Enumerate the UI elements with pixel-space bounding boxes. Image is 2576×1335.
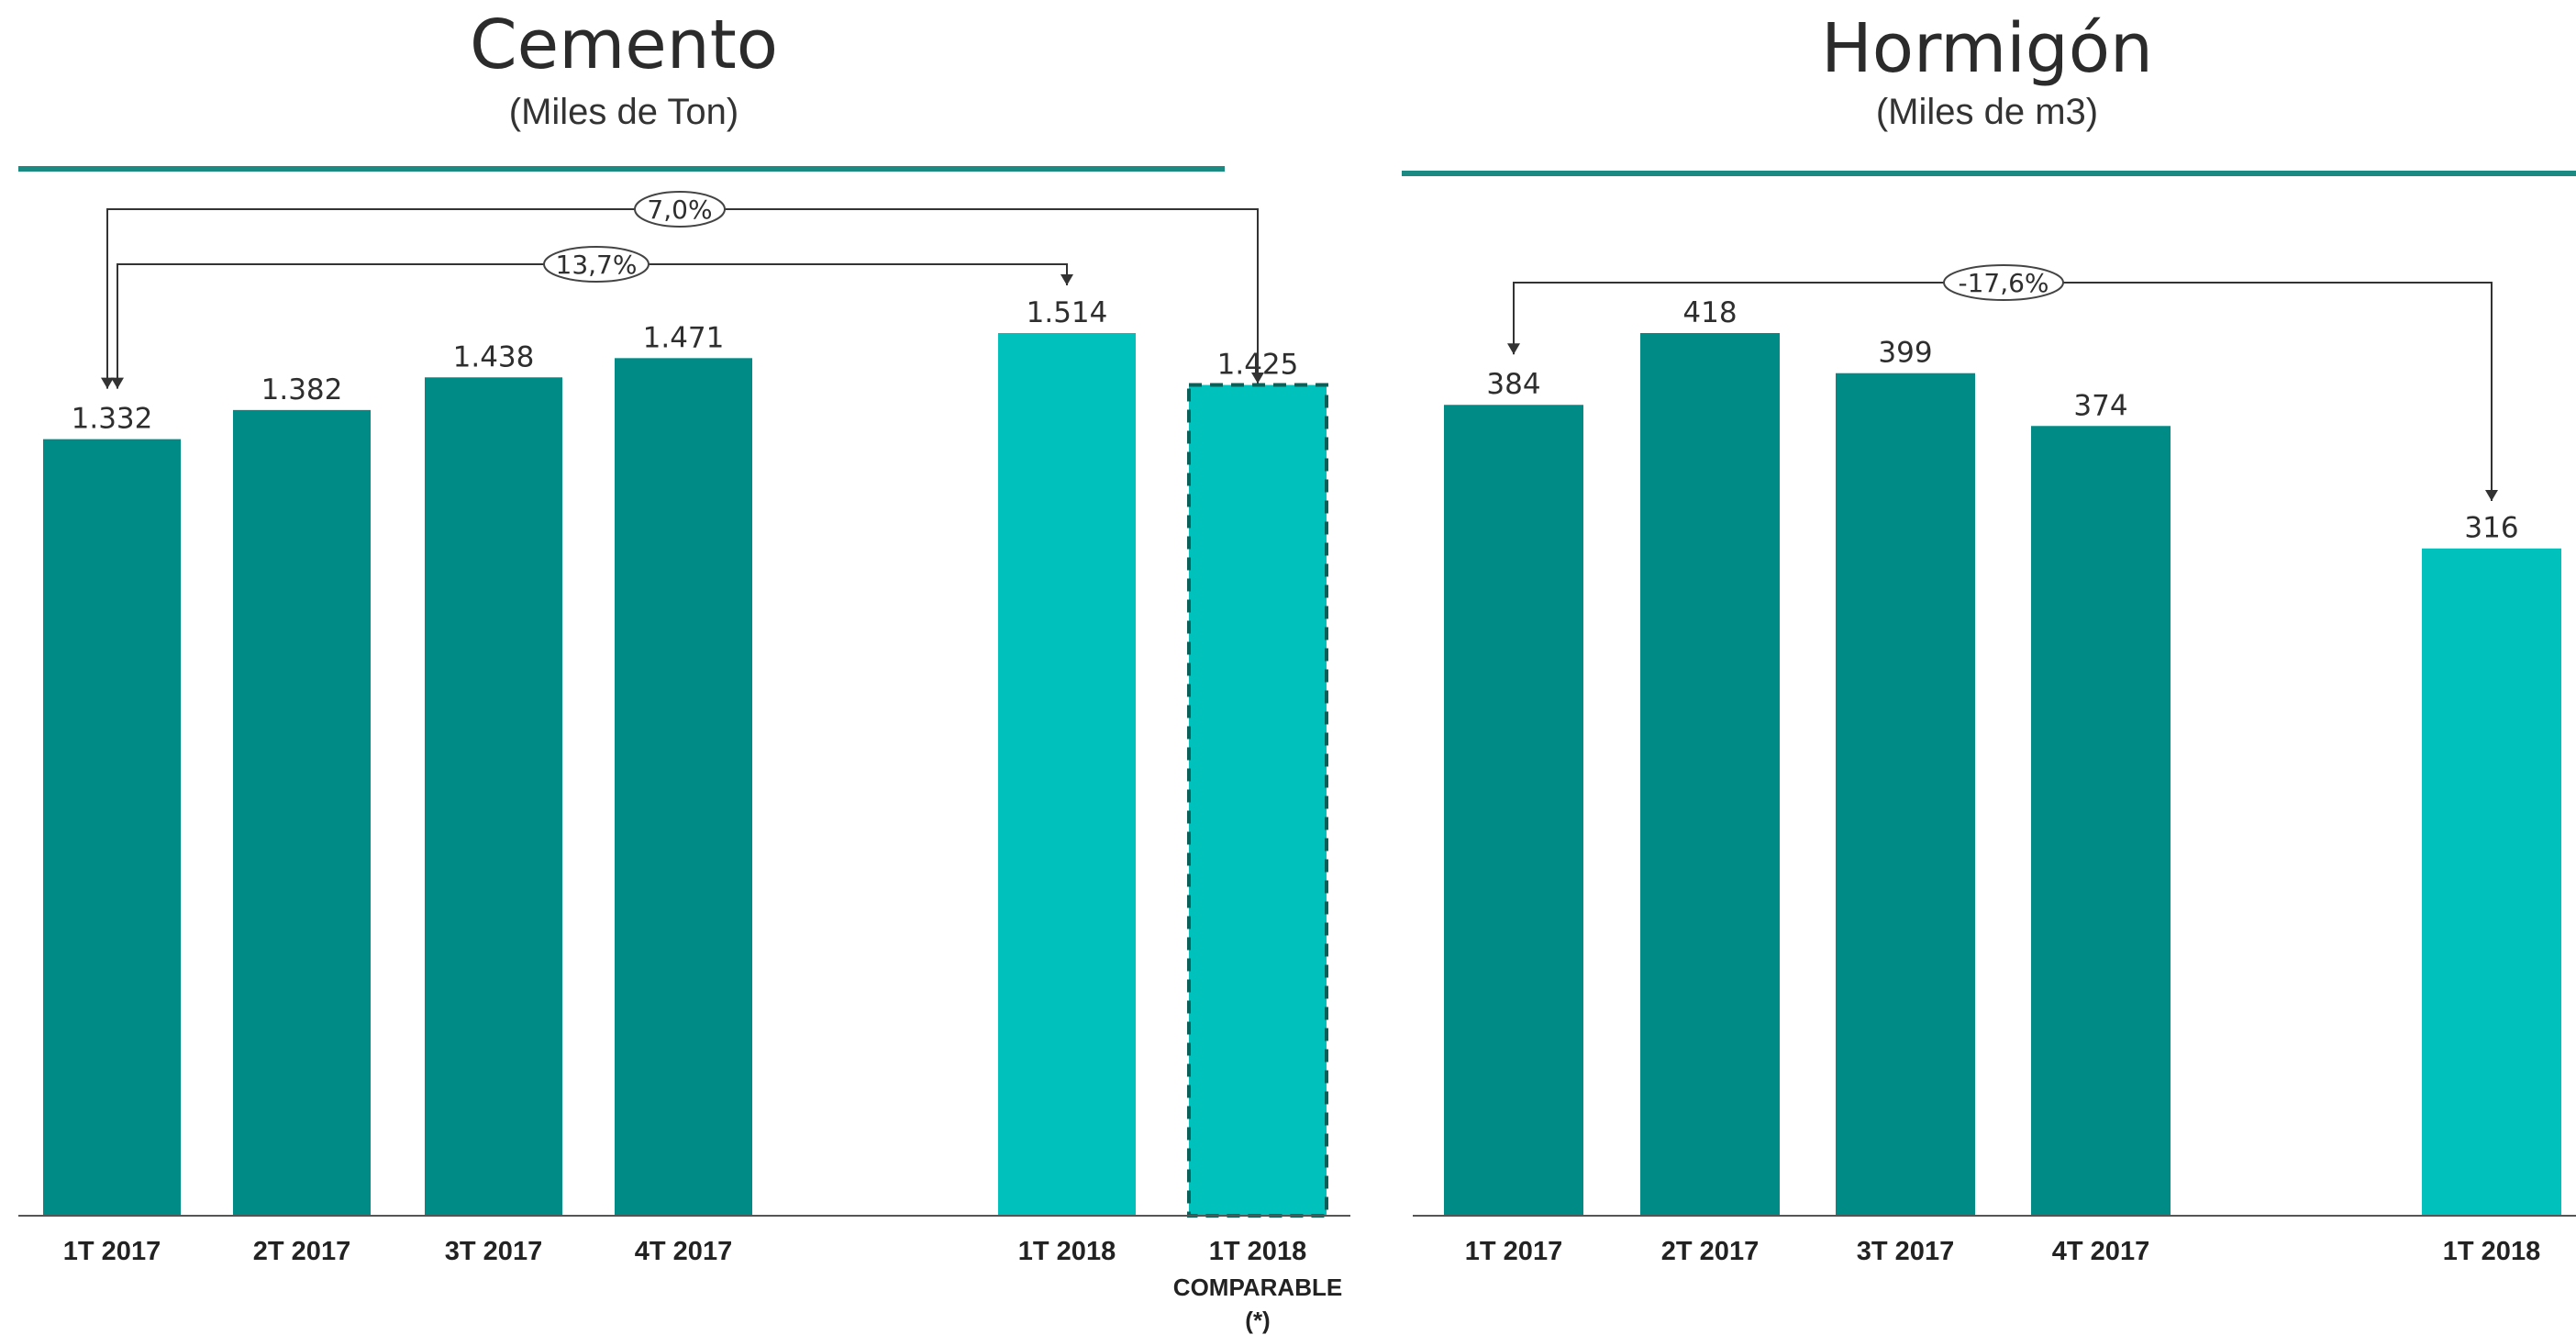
cemento-growth-pill xyxy=(634,191,726,228)
cemento-title-rule xyxy=(18,166,1225,172)
cemento-tick-label: 1T 2018 xyxy=(1018,1237,1116,1266)
cemento-bar-value-label: 1.382 xyxy=(261,373,343,406)
cemento-growth-label: 7,0% xyxy=(647,195,712,225)
cemento-subtitle: (Miles de Ton) xyxy=(508,92,739,132)
hormigon-bar-value-label: 374 xyxy=(2073,389,2127,422)
cemento-bar xyxy=(998,333,1136,1216)
hormigon-tick-label: 3T 2017 xyxy=(1857,1237,1954,1266)
cemento-tick-note: COMPARABLE xyxy=(1173,1274,1342,1301)
cemento-bar-value-label: 1.438 xyxy=(453,340,535,373)
hormigon-tick-label: 2T 2017 xyxy=(1661,1237,1759,1266)
cemento-tick-label: 2T 2017 xyxy=(253,1237,350,1266)
cemento-bar xyxy=(615,358,752,1216)
hormigon-bar-value-label: 384 xyxy=(1486,368,1540,401)
hormigon-bar xyxy=(1640,333,1780,1216)
hormigon-bar xyxy=(2031,426,2171,1216)
cemento-tick-label: 1T 2018 xyxy=(1209,1237,1306,1266)
cemento-title: Cemento xyxy=(470,6,778,84)
cemento-bar-value-label: 1.514 xyxy=(1027,296,1108,329)
hormigon-bar xyxy=(2422,548,2561,1216)
cemento-tick-label: 1T 2017 xyxy=(63,1237,161,1266)
hormigon-bar-value-label: 418 xyxy=(1682,296,1737,329)
hormigon-bar-value-label: 316 xyxy=(2464,512,2518,545)
cemento-tick-label: 3T 2017 xyxy=(445,1237,542,1266)
cemento-growth-label: 13,7% xyxy=(556,250,638,280)
cemento-bar xyxy=(233,409,371,1216)
cemento-bar xyxy=(43,439,181,1217)
cemento-arrowhead xyxy=(101,377,114,389)
cemento-growth-pill xyxy=(543,246,650,283)
hormigon-tick-label: 1T 2017 xyxy=(1465,1237,1562,1266)
hormigon-bar xyxy=(1444,405,1583,1217)
hormigon-bar xyxy=(1836,373,1975,1216)
cemento-arrowhead xyxy=(1251,373,1264,384)
hormigon-title-rule xyxy=(1402,171,2576,176)
cemento-bar-value-label: 1.332 xyxy=(72,403,153,436)
hormigon-bar-value-label: 399 xyxy=(1878,337,1932,370)
hormigon-growth-label: -17,6% xyxy=(1958,268,2049,298)
hormigon-arrowhead xyxy=(2485,490,2498,501)
cemento-arrowhead xyxy=(111,377,124,389)
hormigon-tick-label: 4T 2017 xyxy=(2052,1237,2149,1266)
hormigon-title: Hormigón xyxy=(1821,9,2153,88)
hormigon-tick-label: 1T 2018 xyxy=(2443,1237,2540,1266)
cemento-bar-value-label: 1.471 xyxy=(643,321,725,354)
hormigon-subtitle: (Miles de m3) xyxy=(1875,92,2099,132)
cemento-tick-label: 4T 2017 xyxy=(635,1237,732,1266)
hormigon-growth-pill xyxy=(1943,264,2064,301)
cemento-bar xyxy=(425,377,562,1216)
cemento-tick-note: (*) xyxy=(1245,1307,1270,1334)
cemento-arrowhead xyxy=(1060,274,1073,285)
hormigon-arrowhead xyxy=(1507,343,1520,355)
